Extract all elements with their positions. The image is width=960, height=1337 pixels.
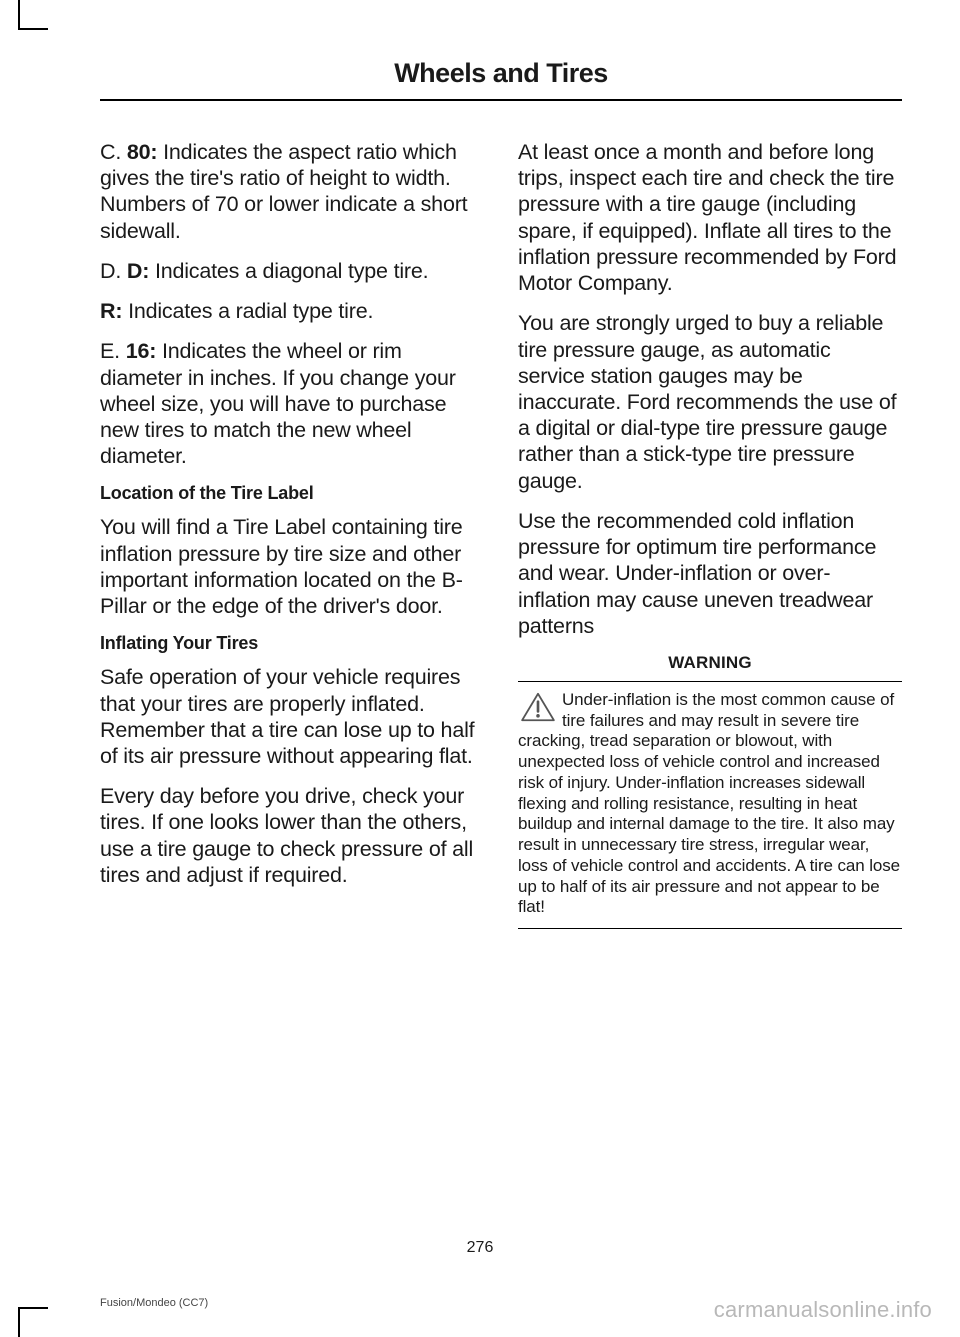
- right-column: At least once a month and before long tr…: [518, 139, 902, 929]
- page-number: 276: [0, 1239, 960, 1257]
- bold-d: D:: [127, 259, 149, 283]
- para-rest: Indicates a radial type tire.: [122, 299, 373, 323]
- warning-box: Under-inflation is the most common cause…: [518, 681, 902, 929]
- para-prefix: C.: [100, 140, 127, 164]
- page-container: Wheels and Tires C. 80: Indicates the as…: [0, 0, 960, 1337]
- header-rule: [100, 99, 902, 101]
- bold-16: 16:: [126, 339, 156, 363]
- para-cold-inflation: Use the recommended cold inflation press…: [518, 508, 902, 639]
- page-title: Wheels and Tires: [100, 58, 902, 99]
- para-c-80: C. 80: Indicates the aspect ratio which …: [100, 139, 484, 244]
- para-tire-label: You will find a Tire Label containing ti…: [100, 514, 484, 619]
- para-daily-check: Every day before you drive, check your t…: [100, 783, 484, 888]
- content-columns: C. 80: Indicates the aspect ratio which …: [100, 139, 902, 929]
- para-prefix: E.: [100, 339, 126, 363]
- para-rest: Indicates a diagonal type tire.: [149, 259, 428, 283]
- warning-triangle-icon: [520, 692, 556, 722]
- subhead-inflating: Inflating Your Tires: [100, 633, 484, 654]
- para-gauge-recommend: You are strongly urged to buy a reliable…: [518, 310, 902, 494]
- para-prefix: D.: [100, 259, 127, 283]
- watermark: carmanualsonline.info: [714, 1297, 932, 1323]
- para-d: D. D: Indicates a diagonal type tire.: [100, 258, 484, 284]
- warning-heading: WARNING: [518, 653, 902, 673]
- warning-text: Under-inflation is the most common cause…: [518, 690, 902, 918]
- para-monthly-check: At least once a month and before long tr…: [518, 139, 902, 296]
- bold-r: R:: [100, 299, 122, 323]
- bold-80: 80:: [127, 140, 157, 164]
- para-r: R: Indicates a radial type tire.: [100, 298, 484, 324]
- footer-model: Fusion/Mondeo (CC7): [100, 1297, 208, 1309]
- para-safe-operation: Safe operation of your vehicle requires …: [100, 664, 484, 769]
- left-column: C. 80: Indicates the aspect ratio which …: [100, 139, 484, 929]
- subhead-location: Location of the Tire Label: [100, 483, 484, 504]
- para-e-16: E. 16: Indicates the wheel or rim diamet…: [100, 338, 484, 469]
